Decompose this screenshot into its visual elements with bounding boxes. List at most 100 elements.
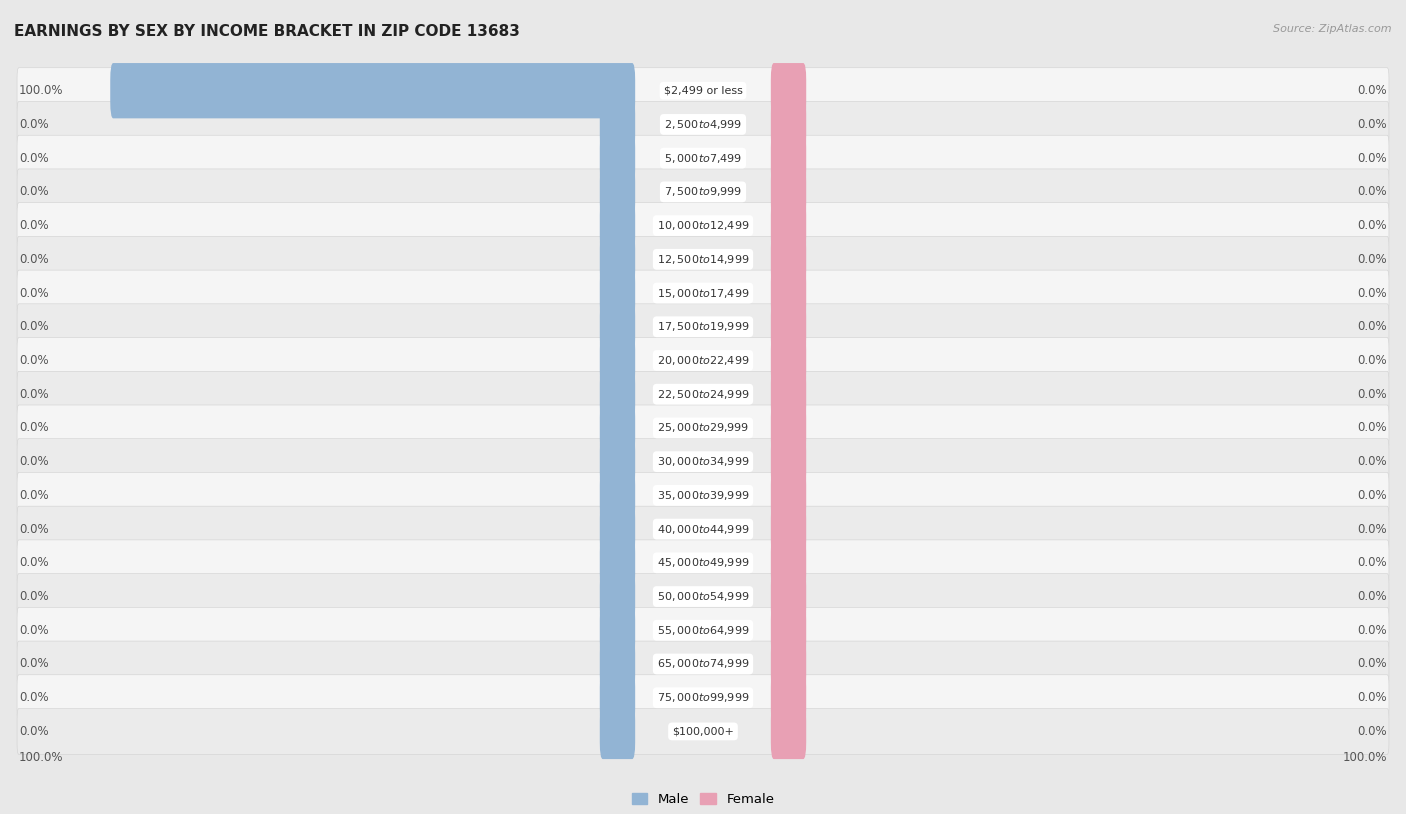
Text: 0.0%: 0.0% [1358,556,1388,569]
Text: 0.0%: 0.0% [18,219,48,232]
FancyBboxPatch shape [17,574,1389,619]
Text: $10,000 to $12,499: $10,000 to $12,499 [657,219,749,232]
Text: 0.0%: 0.0% [1358,691,1388,704]
FancyBboxPatch shape [17,203,1389,248]
Text: 0.0%: 0.0% [18,556,48,569]
FancyBboxPatch shape [770,97,806,152]
Text: 0.0%: 0.0% [1358,287,1388,300]
FancyBboxPatch shape [770,569,806,624]
FancyBboxPatch shape [770,366,806,422]
Text: $65,000 to $74,999: $65,000 to $74,999 [657,658,749,671]
Text: 0.0%: 0.0% [1358,320,1388,333]
FancyBboxPatch shape [17,371,1389,417]
Text: 0.0%: 0.0% [18,151,48,164]
FancyBboxPatch shape [17,68,1389,114]
Text: $22,500 to $24,999: $22,500 to $24,999 [657,387,749,400]
Text: $17,500 to $19,999: $17,500 to $19,999 [657,320,749,333]
FancyBboxPatch shape [600,637,636,692]
FancyBboxPatch shape [600,535,636,590]
FancyBboxPatch shape [17,675,1389,720]
Text: 0.0%: 0.0% [18,354,48,367]
FancyBboxPatch shape [770,501,806,557]
FancyBboxPatch shape [17,708,1389,755]
FancyBboxPatch shape [770,637,806,692]
FancyBboxPatch shape [17,270,1389,316]
FancyBboxPatch shape [17,304,1389,350]
FancyBboxPatch shape [770,63,806,118]
FancyBboxPatch shape [600,501,636,557]
FancyBboxPatch shape [770,232,806,287]
Text: 0.0%: 0.0% [18,118,48,131]
Text: $75,000 to $99,999: $75,000 to $99,999 [657,691,749,704]
Text: 0.0%: 0.0% [18,253,48,266]
Text: 0.0%: 0.0% [1358,523,1388,536]
Text: 0.0%: 0.0% [1358,387,1388,400]
Text: 100.0%: 100.0% [1343,751,1388,764]
Legend: Male, Female: Male, Female [626,788,780,812]
FancyBboxPatch shape [600,299,636,354]
FancyBboxPatch shape [600,602,636,658]
Text: $20,000 to $22,499: $20,000 to $22,499 [657,354,749,367]
FancyBboxPatch shape [600,232,636,287]
Text: Source: ZipAtlas.com: Source: ZipAtlas.com [1274,24,1392,34]
Text: $35,000 to $39,999: $35,000 to $39,999 [657,489,749,502]
FancyBboxPatch shape [600,569,636,624]
Text: $2,499 or less: $2,499 or less [664,85,742,96]
FancyBboxPatch shape [770,265,806,321]
Text: 0.0%: 0.0% [18,725,48,738]
FancyBboxPatch shape [17,135,1389,181]
FancyBboxPatch shape [600,97,636,152]
FancyBboxPatch shape [600,366,636,422]
FancyBboxPatch shape [17,641,1389,687]
FancyBboxPatch shape [770,602,806,658]
Text: 0.0%: 0.0% [1358,422,1388,435]
FancyBboxPatch shape [17,338,1389,383]
Text: 0.0%: 0.0% [18,691,48,704]
Text: $40,000 to $44,999: $40,000 to $44,999 [657,523,749,536]
Text: 0.0%: 0.0% [18,624,48,637]
FancyBboxPatch shape [770,468,806,523]
FancyBboxPatch shape [600,198,636,253]
FancyBboxPatch shape [770,670,806,725]
Text: $45,000 to $49,999: $45,000 to $49,999 [657,556,749,569]
FancyBboxPatch shape [17,506,1389,552]
FancyBboxPatch shape [770,400,806,456]
Text: 0.0%: 0.0% [18,387,48,400]
Text: EARNINGS BY SEX BY INCOME BRACKET IN ZIP CODE 13683: EARNINGS BY SEX BY INCOME BRACKET IN ZIP… [14,24,520,39]
Text: $55,000 to $64,999: $55,000 to $64,999 [657,624,749,637]
FancyBboxPatch shape [17,405,1389,451]
Text: 0.0%: 0.0% [1358,219,1388,232]
Text: 0.0%: 0.0% [18,455,48,468]
Text: 0.0%: 0.0% [18,658,48,671]
FancyBboxPatch shape [17,169,1389,215]
FancyBboxPatch shape [770,299,806,354]
Text: 0.0%: 0.0% [1358,186,1388,199]
FancyBboxPatch shape [17,472,1389,519]
Text: 0.0%: 0.0% [18,523,48,536]
FancyBboxPatch shape [770,164,806,220]
Text: $100,000+: $100,000+ [672,726,734,737]
FancyBboxPatch shape [600,468,636,523]
FancyBboxPatch shape [17,439,1389,484]
FancyBboxPatch shape [600,265,636,321]
FancyBboxPatch shape [600,333,636,388]
Text: 0.0%: 0.0% [1358,489,1388,502]
FancyBboxPatch shape [17,236,1389,282]
FancyBboxPatch shape [600,130,636,186]
Text: 0.0%: 0.0% [18,186,48,199]
FancyBboxPatch shape [770,198,806,253]
Text: 0.0%: 0.0% [18,287,48,300]
Text: $30,000 to $34,999: $30,000 to $34,999 [657,455,749,468]
Text: 0.0%: 0.0% [1358,151,1388,164]
Text: $2,500 to $4,999: $2,500 to $4,999 [664,118,742,131]
Text: $25,000 to $29,999: $25,000 to $29,999 [657,422,749,435]
Text: 100.0%: 100.0% [18,751,63,764]
Text: 100.0%: 100.0% [18,84,63,97]
FancyBboxPatch shape [770,434,806,489]
FancyBboxPatch shape [770,130,806,186]
FancyBboxPatch shape [600,434,636,489]
FancyBboxPatch shape [110,63,636,118]
Text: 0.0%: 0.0% [18,489,48,502]
Text: 0.0%: 0.0% [1358,354,1388,367]
FancyBboxPatch shape [17,607,1389,653]
